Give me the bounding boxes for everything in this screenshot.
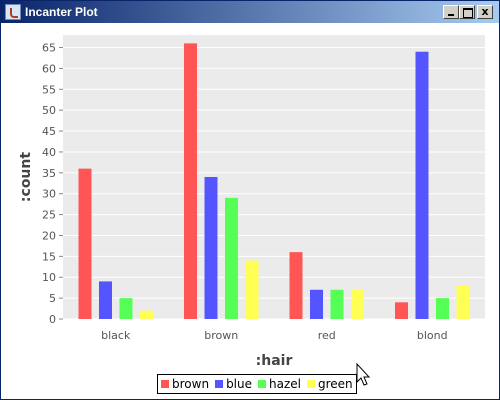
bar-blue-red bbox=[310, 289, 323, 319]
legend-item-hazel: hazel bbox=[258, 377, 301, 391]
legend-item-brown: brown bbox=[161, 377, 209, 391]
legend-item-blue: blue bbox=[215, 377, 252, 391]
minimize-button[interactable] bbox=[443, 5, 459, 19]
y-tick-label: 55 bbox=[42, 83, 56, 96]
close-button[interactable]: x bbox=[477, 5, 493, 19]
x-category-label: black bbox=[101, 329, 131, 342]
bar-hazel-black bbox=[119, 298, 133, 319]
y-tick-label: 15 bbox=[42, 250, 56, 263]
legend-label: hazel bbox=[269, 377, 301, 391]
bar-brown-black bbox=[78, 168, 92, 319]
y-tick-label: 5 bbox=[49, 292, 56, 305]
bar-blue-black bbox=[99, 281, 112, 319]
x-category-label: blond bbox=[417, 329, 448, 342]
y-tick-label: 10 bbox=[42, 271, 56, 284]
legend-swatch bbox=[307, 380, 315, 388]
y-tick-label: 35 bbox=[42, 167, 56, 180]
y-tick-label: 45 bbox=[42, 125, 56, 138]
bar-brown-blond bbox=[395, 302, 408, 319]
bar-green-red bbox=[351, 289, 364, 319]
bar-hazel-blond bbox=[436, 298, 449, 319]
plot-background bbox=[63, 35, 485, 319]
y-tick-label: 20 bbox=[42, 229, 56, 242]
bar-brown-brown bbox=[184, 43, 197, 320]
legend-item-green: green bbox=[307, 377, 353, 391]
java-app-icon bbox=[5, 4, 21, 20]
maximize-button[interactable] bbox=[459, 5, 475, 19]
legend-swatch bbox=[161, 380, 169, 388]
y-axis-title: :count bbox=[18, 152, 34, 202]
legend-swatch bbox=[215, 380, 224, 388]
bar-green-brown bbox=[245, 260, 259, 319]
y-tick-label: 50 bbox=[42, 104, 56, 117]
y-tick-label: 65 bbox=[42, 42, 56, 55]
window-title: Incanter Plot bbox=[25, 5, 98, 19]
y-tick-label: 40 bbox=[42, 146, 56, 159]
chart-panel: 0 5 10 15 20 25 30 35 40 45 50 55 60 65 black brown red b… bbox=[1, 23, 499, 399]
bar-chart: 0 5 10 15 20 25 30 35 40 45 50 55 60 65 black brown red b… bbox=[18, 35, 485, 369]
y-tick-label: 0 bbox=[49, 313, 56, 326]
legend-label: brown bbox=[172, 377, 210, 391]
bar-blue-blond bbox=[415, 51, 429, 320]
bar-green-black bbox=[140, 310, 153, 319]
legend-label: green bbox=[318, 377, 353, 391]
y-tick-label: 25 bbox=[42, 209, 56, 222]
title-bar[interactable]: Incanter Plot x bbox=[1, 1, 499, 23]
bar-green-blond bbox=[456, 285, 470, 319]
y-tick-label: 60 bbox=[42, 62, 56, 75]
bar-blue-brown bbox=[204, 177, 218, 319]
chart-legend: brown blue hazel green bbox=[157, 374, 357, 394]
bar-hazel-red bbox=[330, 289, 344, 319]
x-category-label: brown bbox=[204, 329, 238, 342]
x-category-label: red bbox=[318, 329, 336, 342]
bar-brown-red bbox=[289, 252, 303, 319]
bar-hazel-brown bbox=[225, 197, 238, 319]
mouse-pointer-icon bbox=[356, 363, 371, 386]
legend-swatch bbox=[258, 380, 267, 388]
legend-label: blue bbox=[226, 377, 253, 391]
y-tick-label: 30 bbox=[42, 188, 56, 201]
x-axis-title: :hair bbox=[256, 353, 293, 369]
